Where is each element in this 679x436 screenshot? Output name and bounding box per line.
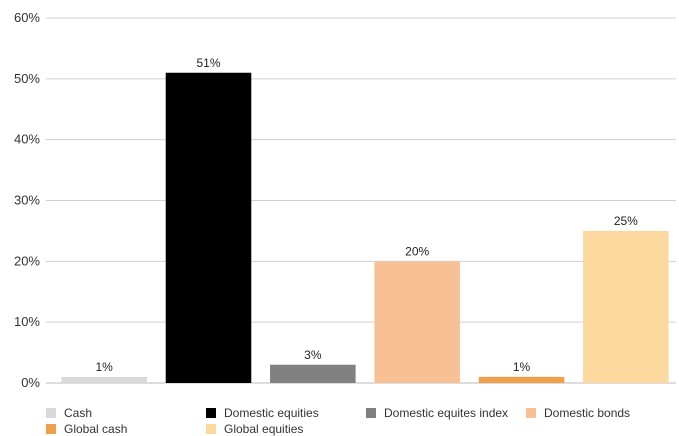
- bar: [583, 230, 669, 383]
- bar-chart: 0% 10% 20% 30% 40% 50% 60% 1% 51% 3% 20% 1% 25%: [14, 10, 676, 390]
- legend-swatch: [526, 408, 536, 418]
- bar: [61, 376, 147, 383]
- data-label: 51%: [196, 56, 220, 70]
- y-tick-label: 50%: [14, 71, 40, 86]
- legend-item: Global equities: [206, 422, 303, 436]
- legend-swatch: [46, 424, 56, 434]
- y-tick-label: 20%: [14, 253, 40, 268]
- legend-swatch: [46, 408, 56, 418]
- y-tick-label: 0%: [21, 375, 40, 390]
- legend-swatch: [206, 408, 216, 418]
- legend-item: Global cash: [46, 422, 127, 436]
- data-label: 3%: [304, 348, 322, 362]
- legend-item: Cash: [46, 406, 92, 420]
- data-label: 1%: [513, 360, 531, 374]
- legend-label: Global cash: [64, 422, 128, 436]
- y-tick-label: 30%: [14, 193, 40, 208]
- bar: [374, 261, 460, 383]
- legend-swatch: [206, 424, 216, 434]
- y-tick-label: 10%: [14, 314, 40, 329]
- bar: [270, 364, 356, 383]
- legend-item: Domestic equites index: [366, 406, 508, 420]
- legend-label: Cash: [64, 406, 93, 420]
- legend-label: Domestic equites index: [384, 406, 509, 420]
- legend-item: Domestic bonds: [526, 406, 630, 420]
- y-tick-label: 40%: [14, 132, 40, 147]
- legend-label: Domestic equities: [224, 406, 319, 420]
- chart-legend: Cash Domestic equities Domestic equites in…: [46, 406, 676, 436]
- bar: [478, 376, 565, 383]
- legend-swatch: [366, 408, 376, 418]
- data-label: 1%: [95, 360, 113, 374]
- legend-label: Domestic bonds: [544, 406, 631, 420]
- legend-label: Global equities: [224, 422, 304, 436]
- legend-item: Domestic equities: [206, 406, 319, 420]
- bar: [165, 72, 252, 383]
- y-tick-label: 60%: [14, 10, 40, 25]
- data-label: 20%: [405, 244, 429, 258]
- data-label: 25%: [614, 214, 638, 228]
